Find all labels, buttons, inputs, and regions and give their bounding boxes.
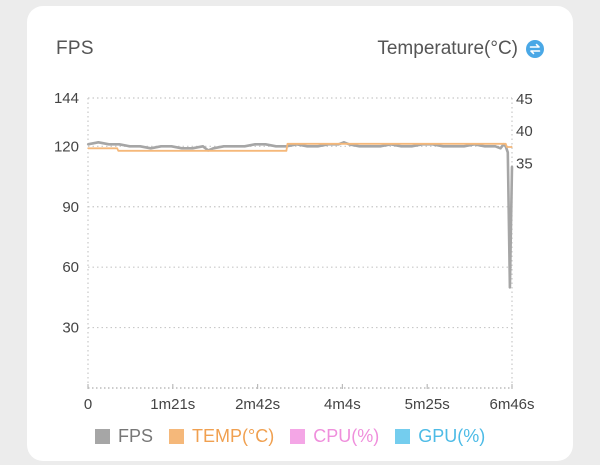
- fps-point: [160, 145, 163, 148]
- fps-point: [510, 165, 514, 168]
- temp-point: [505, 143, 507, 145]
- fps-point: [149, 147, 152, 150]
- y-right-tick-label: 45: [516, 91, 533, 108]
- fps-point: [191, 147, 194, 150]
- temp-point: [286, 143, 289, 145]
- fps-point: [508, 286, 512, 289]
- legend-label-gpu: GPU(%): [418, 426, 486, 446]
- swap-axis-icon[interactable]: [526, 40, 544, 58]
- fps-point: [306, 145, 309, 148]
- fps-point: [107, 143, 110, 146]
- fps-point: [499, 147, 502, 150]
- legend-label-fps: FPS: [118, 426, 154, 446]
- fps-point: [86, 143, 90, 146]
- chart-legend: FPS TEMP(°C) CPU(%) GPU(%): [95, 426, 501, 447]
- temp-point: [116, 147, 118, 149]
- legend-swatch-temp: [169, 429, 185, 444]
- fps-point: [201, 145, 204, 148]
- fps-point: [368, 145, 372, 148]
- y-left-tick-label: 60: [62, 259, 79, 276]
- y-left-tick-label: 30: [62, 320, 79, 337]
- temp-point: [285, 150, 288, 152]
- fps-point: [233, 145, 236, 148]
- fps-point: [494, 145, 497, 148]
- legend-item-cpu[interactable]: CPU(%): [290, 426, 379, 447]
- chart-card: [27, 6, 573, 461]
- x-tick-label: 2m42s: [235, 396, 280, 413]
- temp-point: [511, 146, 513, 148]
- x-tick-label: 1m21s: [150, 396, 195, 413]
- fps-point: [452, 145, 455, 148]
- temp-point: [506, 146, 508, 148]
- fps-point: [253, 143, 257, 146]
- fps-axis-title: FPS: [56, 38, 94, 59]
- y-left-tick-label: 90: [62, 199, 79, 216]
- fps-point: [462, 145, 466, 148]
- fps-point: [316, 145, 319, 148]
- fps-point: [128, 145, 131, 148]
- x-tick-label: 0: [84, 396, 92, 413]
- fps-point: [222, 145, 225, 148]
- legend-swatch-fps: [95, 429, 110, 444]
- fps-point: [118, 143, 121, 146]
- y-left-tick-label: 120: [54, 138, 79, 155]
- x-tick-label: 5m25s: [405, 396, 450, 413]
- fps-point: [180, 147, 184, 150]
- fps-point: [243, 145, 246, 148]
- y-right-tick-label: 35: [516, 155, 533, 172]
- fps-point: [400, 145, 403, 148]
- temp-point: [87, 147, 89, 149]
- fps-point: [441, 145, 445, 148]
- legend-item-temp[interactable]: TEMP(°C): [169, 426, 274, 447]
- fps-point: [264, 143, 267, 146]
- y-right-tick-label: 40: [516, 123, 533, 140]
- legend-swatch-gpu: [395, 429, 411, 444]
- x-tick-label: 4m4s: [324, 396, 361, 413]
- fps-point: [410, 145, 413, 148]
- temperature-axis-title: Temperature(°C): [377, 38, 518, 59]
- fps-point: [274, 145, 278, 148]
- fps-point: [170, 145, 173, 148]
- temp-point: [117, 150, 119, 152]
- x-tick-label: 6m46s: [489, 396, 534, 413]
- legend-label-cpu: CPU(%): [313, 426, 380, 446]
- legend-item-gpu[interactable]: GPU(%): [395, 426, 485, 447]
- fps-point: [97, 141, 100, 144]
- fps-point: [212, 147, 215, 150]
- legend-label-temp: TEMP(°C): [192, 426, 275, 446]
- legend-item-fps[interactable]: FPS: [95, 426, 153, 447]
- fps-point: [358, 145, 361, 148]
- fps-point: [483, 145, 486, 148]
- fps-point: [342, 141, 345, 144]
- fps-point: [379, 145, 382, 148]
- y-left-tick-label: 144: [54, 90, 79, 107]
- fps-point: [139, 145, 142, 148]
- legend-swatch-cpu: [290, 429, 306, 444]
- fps-series-line: [87, 141, 514, 289]
- fps-point: [506, 151, 509, 154]
